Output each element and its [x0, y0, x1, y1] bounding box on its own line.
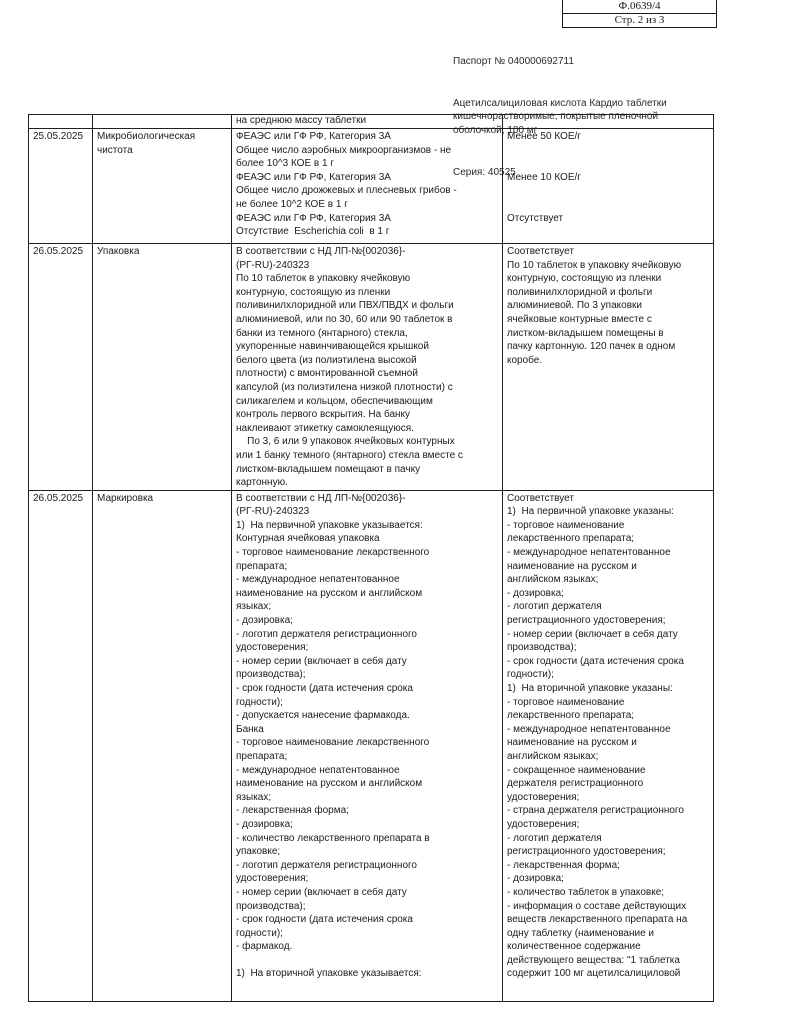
date-cell: 26.05.2025	[28, 243, 93, 491]
date-cell	[28, 114, 93, 129]
test-results-table: на среднюю массу таблетки 25.05.2025 Мик…	[28, 114, 714, 1002]
result-cell: Соответствует 1) На первичной упаковке у…	[502, 489, 714, 1002]
page-number-label: Стр. 2 из 3	[562, 12, 717, 28]
parameter-cell	[92, 114, 232, 129]
requirement-cell: ФЕАЭС или ГФ РФ, Категория 3А Общее числ…	[231, 128, 503, 244]
form-code-boxes: Ф.0639/4 Стр. 2 из 3	[562, 0, 717, 28]
result-cell	[502, 114, 714, 129]
date-cell: 26.05.2025	[28, 489, 93, 1002]
date-cell: 25.05.2025	[28, 128, 93, 244]
requirement-cell: В соответствии с НД ЛП-№{002036}- (РГ-RU…	[231, 489, 503, 1002]
parameter-cell: Микробиологическая чистота	[92, 128, 232, 244]
result-cell: Соответствует По 10 таблеток в упаковку …	[502, 243, 714, 491]
table-row-labeling: 26.05.2025 Маркировка В соответствии с Н…	[28, 489, 714, 1002]
result-cell: Менее 50 КОЕ/г Менее 10 КОЕ/г Отсутствуе…	[502, 128, 714, 244]
table-row-continuation: на среднюю массу таблетки	[28, 114, 714, 129]
requirement-cell: на среднюю массу таблетки	[231, 114, 503, 129]
parameter-cell: Маркировка	[92, 489, 232, 1002]
parameter-cell: Упаковка	[92, 243, 232, 491]
table-row-microbiology: 25.05.2025 Микробиологическая чистота ФЕ…	[28, 128, 714, 244]
passport-number: Паспорт № 040000692711	[453, 55, 574, 67]
table-row-packaging: 26.05.2025 Упаковка В соответствии с НД …	[28, 243, 714, 491]
form-code: Ф.0639/4	[562, 0, 717, 14]
requirement-cell: В соответствии с НД ЛП-№{002036}- (РГ-RU…	[231, 243, 503, 491]
